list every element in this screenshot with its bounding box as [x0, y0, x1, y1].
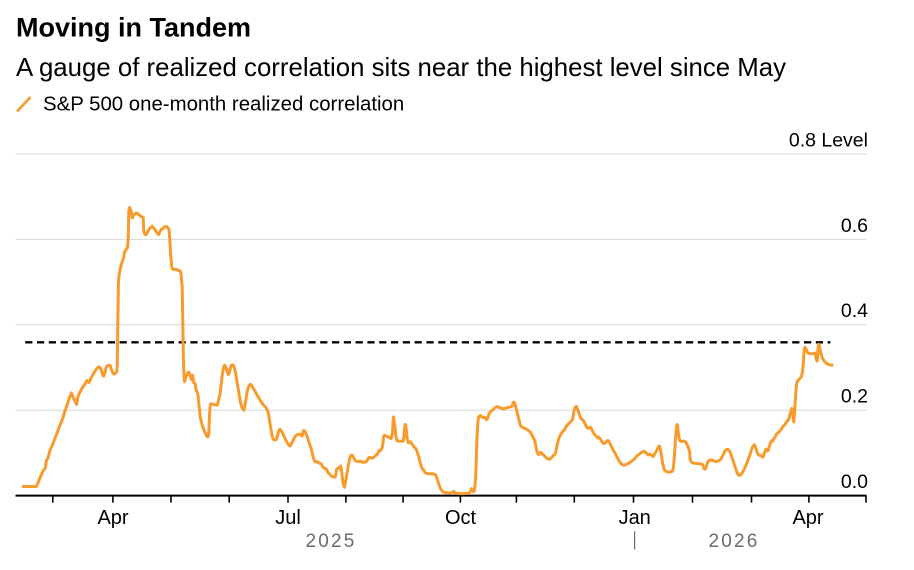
svg-text:0.6: 0.6	[841, 215, 868, 237]
svg-text:0.2: 0.2	[841, 386, 868, 408]
svg-text:S&P 500 one-month realized cor: S&P 500 one-month realized correlation	[43, 93, 404, 115]
svg-text:2026: 2026	[708, 531, 759, 552]
svg-text:0.4: 0.4	[841, 300, 868, 322]
svg-text:Jul: Jul	[275, 507, 301, 529]
svg-text:Apr: Apr	[97, 507, 128, 529]
svg-text:0.0: 0.0	[841, 471, 868, 493]
svg-text:Moving in Tandem: Moving in Tandem	[16, 12, 251, 42]
svg-text:Apr: Apr	[792, 507, 823, 529]
svg-text:Jan: Jan	[619, 507, 651, 529]
svg-text:Oct: Oct	[445, 507, 477, 529]
svg-text:2025: 2025	[305, 531, 356, 552]
svg-text:0.8 Level: 0.8 Level	[789, 129, 868, 151]
svg-text:A gauge of realized correlatio: A gauge of realized correlation sits nea…	[16, 54, 786, 82]
